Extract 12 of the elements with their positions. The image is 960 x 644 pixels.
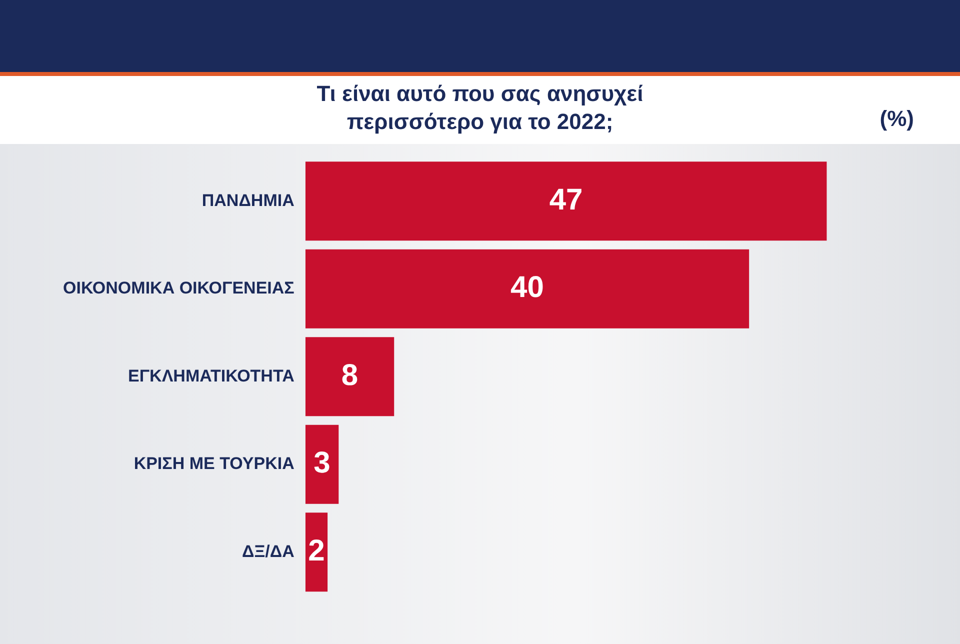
data-label: 47 — [549, 183, 583, 216]
y-tick-label: ΠΑΝΔΗΜΙΑ — [202, 190, 294, 210]
data-label: 2 — [308, 534, 325, 568]
y-tick-label: ΟΙΚΟΝΟΜΙΚΑ ΟΙΚΟΓΕΝΕΙΑΣ — [62, 278, 294, 298]
y-tick-label: ΕΓΚΛΗΜΑΤΙΚΟΤΗΤΑ — [128, 366, 294, 386]
data-label: 3 — [314, 446, 330, 480]
y-tick-label: ΔΞ/ΔΑ — [242, 542, 294, 561]
data-label: 40 — [510, 271, 544, 304]
y-tick-label: ΚΡΙΣΗ ΜΕ ΤΟΥΡΚΙΑ — [134, 454, 294, 474]
text: (%) — [880, 106, 914, 132]
chart-title: Τι είναι αυτό που σας ανησυχεί περισσότερο για το 2022; — [316, 81, 644, 134]
data-label: 8 — [341, 358, 358, 392]
